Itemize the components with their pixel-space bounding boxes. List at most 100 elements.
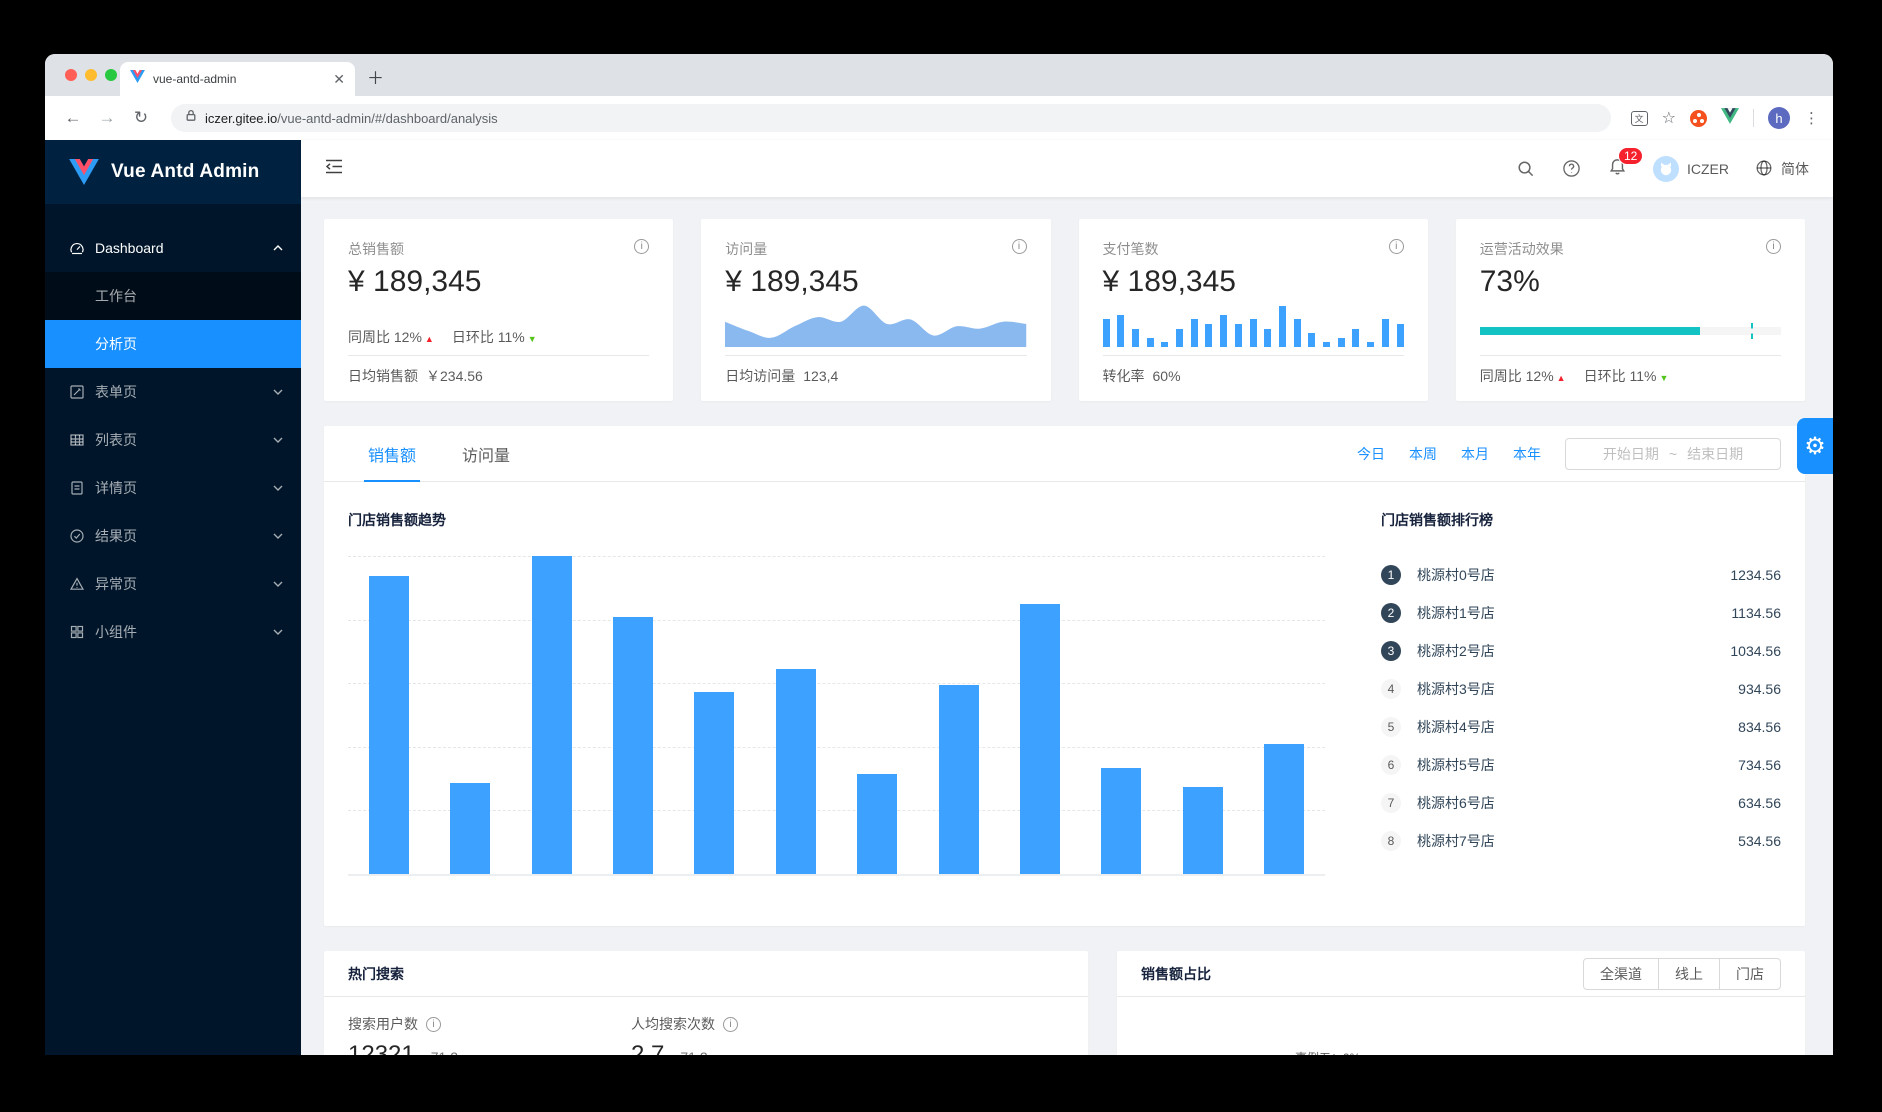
channel-button[interactable]: 线上 — [1658, 957, 1720, 990]
search-icon[interactable] — [1516, 159, 1536, 179]
payments-mini-bar — [1264, 328, 1272, 347]
date-range-picker[interactable]: 开始日期 ~ 结束日期 — [1565, 437, 1781, 470]
rank-store-name: 桃源村0号店 — [1417, 567, 1495, 583]
rank-store-name: 桃源村6号店 — [1417, 795, 1495, 811]
trend-bar — [694, 692, 735, 874]
quick-range-link[interactable]: 本月 — [1461, 445, 1489, 462]
sidebar-item-workplace[interactable]: 工作台 — [95, 288, 137, 304]
rank-store-value: 934.56 — [1738, 681, 1781, 697]
footer-value: 123,4 — [803, 368, 839, 384]
dashboard-submenu: 工作台 分析页 — [45, 272, 301, 368]
info-icon[interactable]: i — [1011, 239, 1027, 254]
language-label: 简体 — [1781, 160, 1809, 177]
quick-range-link[interactable]: 今日 — [1357, 445, 1385, 462]
help-icon[interactable] — [1562, 159, 1582, 179]
rank-badge: 4 — [1381, 679, 1401, 699]
card-value: ¥ 189,345 — [725, 265, 859, 298]
sidebar-menu: Dashboard 工作台 分析页 表单页 — [45, 204, 301, 656]
rank-row: 8 桃源村7号店 534.56 — [1381, 822, 1781, 860]
channel-button[interactable]: 全渠道 — [1583, 957, 1659, 990]
browser-tab[interactable]: vue-antd-admin ✕ — [120, 62, 355, 96]
rank-store-value: 534.56 — [1738, 833, 1781, 849]
tab-close-icon[interactable]: ✕ — [333, 70, 345, 87]
username: ICZER — [1687, 160, 1729, 177]
reload-icon[interactable]: ↻ — [133, 108, 149, 127]
close-window-button[interactable] — [65, 69, 77, 81]
metric-trend: 71.2 — [431, 1049, 470, 1055]
chrome-profile-avatar[interactable]: h — [1768, 107, 1790, 129]
user-menu[interactable]: ICZER — [1653, 155, 1729, 182]
notifications[interactable]: 12 — [1608, 146, 1644, 181]
forward-icon[interactable]: → — [98, 108, 116, 127]
info-icon[interactable]: i — [634, 239, 650, 254]
rank-badge: 1 — [1381, 565, 1401, 585]
translate-icon[interactable]: 文 — [1630, 110, 1648, 126]
rank-badge: 6 — [1381, 755, 1401, 775]
tab-sales[interactable]: 销售额 — [364, 426, 421, 482]
bookmark-star-icon[interactable]: ☆ — [1661, 110, 1676, 127]
chrome-menu-icon[interactable]: ⋮ — [1804, 110, 1819, 127]
trend-bar — [1264, 743, 1305, 874]
address-bar[interactable]: iczer.gitee.io/vue-antd-admin/#/dashboar… — [171, 104, 1611, 132]
trend-bar-chart — [348, 556, 1325, 876]
payments-mini-bar — [1205, 324, 1213, 347]
payments-mini-bar — [1161, 342, 1169, 347]
stat-card-activity: 运营活动效果 i 73% 同周比 12% 日环比 11% — [1455, 219, 1805, 401]
menu-fold-icon[interactable] — [325, 159, 343, 179]
payments-mini-bar — [1337, 337, 1345, 347]
quick-range-link[interactable]: 本周 — [1409, 445, 1437, 462]
bell-icon — [1608, 158, 1627, 180]
tab-visits[interactable]: 访问量 — [462, 447, 511, 465]
minimize-window-button[interactable] — [85, 69, 97, 81]
rank-row: 1 桃源村0号店 1234.56 — [1381, 556, 1781, 594]
sidebar-item-dashboard[interactable]: Dashboard — [45, 224, 301, 272]
settings-gear-button[interactable]: ⚙ — [1797, 418, 1833, 474]
quick-range-link[interactable]: 本年 — [1513, 445, 1541, 462]
app-logo[interactable]: Vue Antd Admin — [45, 140, 301, 204]
rank-badge: 2 — [1381, 603, 1401, 623]
metric-value: 12321 — [348, 1041, 415, 1055]
payments-mini-bar — [1396, 324, 1404, 347]
sidebar-item-list[interactable]: 列表页 — [45, 416, 301, 464]
sidebar-item-form[interactable]: 表单页 — [45, 368, 301, 416]
sidebar-item-exception[interactable]: 异常页 — [45, 560, 301, 608]
rank-store-value: 1134.56 — [1731, 605, 1781, 621]
sidebar-item-detail[interactable]: 详情页 — [45, 464, 301, 512]
sidebar-item-result[interactable]: 结果页 — [45, 512, 301, 560]
info-icon[interactable]: i — [1766, 239, 1781, 254]
info-icon[interactable]: i — [723, 1016, 738, 1032]
rank-store-name: 桃源村2号店 — [1417, 643, 1495, 659]
card-value: ¥ 189,345 — [1102, 265, 1236, 298]
language-switch[interactable]: 简体 — [1755, 159, 1809, 179]
trend-bar — [450, 782, 491, 874]
vue-devtools-icon[interactable] — [1721, 107, 1739, 129]
sidebar-item-widgets[interactable]: 小组件 — [45, 608, 301, 656]
info-icon[interactable]: i — [426, 1016, 441, 1032]
appstore-icon — [69, 624, 85, 640]
maximize-window-button[interactable] — [105, 69, 117, 81]
new-tab-button[interactable]: ＋ — [367, 69, 384, 88]
chevron-down-icon — [273, 389, 283, 395]
extension-orange-icon[interactable] — [1690, 109, 1707, 127]
table-icon — [69, 432, 85, 448]
rank-store-name: 桃源村4号店 — [1417, 719, 1495, 735]
back-icon[interactable]: ← — [64, 108, 82, 127]
channel-button[interactable]: 门店 — [1719, 957, 1781, 990]
trend-bar — [612, 617, 653, 874]
sidebar-item-analysis[interactable]: 分析页 — [45, 320, 301, 368]
sales-panel: 销售额 访问量 今日 本周 本月 本年 开始日期 ~ 结束日期 — [324, 426, 1805, 926]
trend-bar — [938, 685, 979, 874]
chevron-down-icon — [273, 629, 283, 635]
info-icon[interactable]: i — [1388, 239, 1404, 254]
day-trend: 日环比 11% — [1584, 366, 1669, 386]
visits-area-chart — [725, 305, 1027, 347]
page-content: 总销售额 i ¥ 189,345 同周比 12% 日环比 11% 日均销售额 ￥23… — [301, 197, 1833, 1055]
card-title: 运营活动效果 — [1479, 241, 1564, 257]
date-separator: ~ — [1668, 445, 1678, 462]
trend-bar — [531, 556, 572, 874]
card-title: 总销售额 — [348, 241, 404, 257]
pie-slice-label: 事例五：9% — [1295, 1049, 1805, 1055]
